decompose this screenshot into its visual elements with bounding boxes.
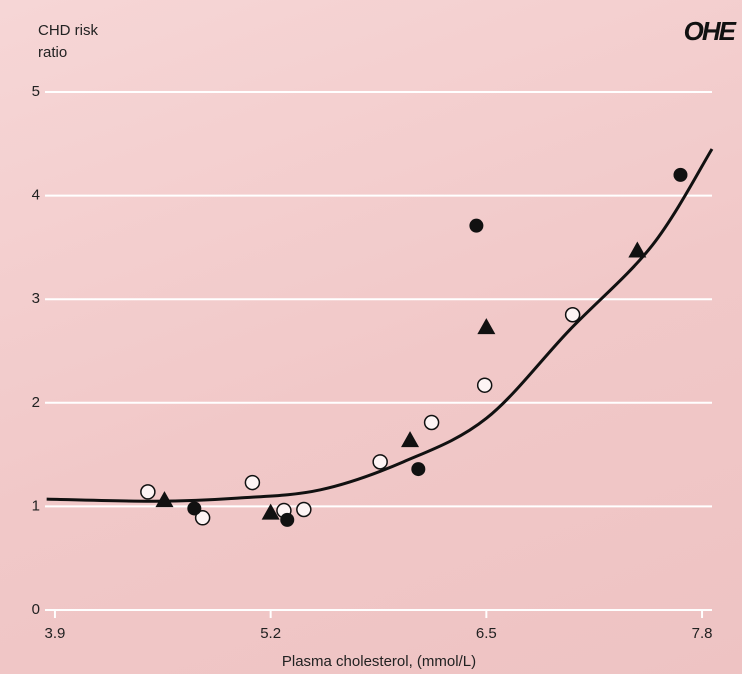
x-tick-label: 3.9	[45, 625, 66, 642]
filled-circle-point	[411, 462, 426, 477]
y-tick-label: 5	[32, 83, 40, 100]
y-tick-label: 1	[32, 497, 40, 514]
triangle-point	[628, 241, 647, 258]
filled-circle-point	[187, 501, 202, 516]
filled-circle-point	[280, 512, 295, 527]
x-axis-title: Plasma cholesterol, (mmol/L)	[282, 653, 476, 670]
open-circle-point	[140, 484, 156, 500]
open-circle-point	[564, 306, 581, 323]
y-axis-title: CHD risk ratio	[38, 22, 98, 61]
open-circle-point	[476, 377, 493, 393]
filled-circle-point	[673, 167, 688, 182]
x-tick-label: 6.5	[476, 625, 497, 642]
fit-curve	[46, 148, 714, 503]
open-circle-point	[194, 510, 211, 526]
y-tick-label: 4	[32, 187, 40, 204]
y-tick-label: 3	[32, 290, 40, 307]
open-circle-point	[296, 501, 312, 518]
x-tick-label: 5.2	[260, 625, 281, 642]
open-circle-point	[423, 414, 440, 431]
y-tick-label: 2	[32, 394, 40, 411]
triangle-point	[401, 431, 420, 448]
open-circle-point	[372, 454, 388, 470]
triangle-point	[261, 503, 280, 520]
logo: OHE	[683, 16, 736, 46]
triangle-point	[155, 491, 174, 508]
open-circle-point	[244, 474, 261, 491]
triangle-point	[477, 318, 496, 335]
filled-circle-point	[469, 218, 484, 233]
y-tick-label: 0	[32, 601, 40, 618]
x-tick-label: 7.8	[692, 625, 713, 642]
